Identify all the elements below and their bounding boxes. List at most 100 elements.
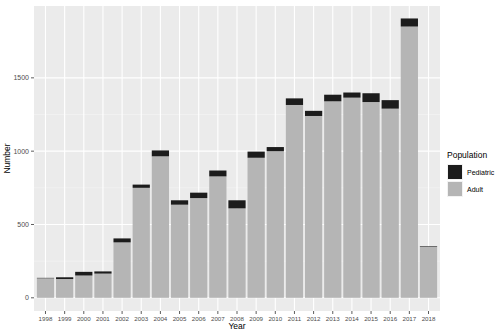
y-axis-title: Number — [2, 143, 12, 173]
tick — [31, 224, 34, 225]
tick — [179, 311, 180, 314]
tick — [198, 311, 199, 314]
tick-label: 2009 — [249, 315, 263, 322]
bar — [75, 276, 92, 298]
bar — [382, 109, 399, 298]
bar — [113, 238, 130, 242]
tick-label: 2010 — [268, 315, 282, 322]
bar — [420, 247, 437, 298]
tick-label: 500 — [17, 221, 29, 228]
tick-label: 2011 — [288, 315, 302, 322]
bar — [324, 95, 341, 102]
tick-label: 1998 — [39, 315, 53, 322]
legend-key-bg — [447, 181, 463, 197]
bar — [56, 279, 73, 298]
bar — [152, 150, 169, 156]
tick-label: 2006 — [192, 315, 206, 322]
chart-svg: 0500100015001998199920002001200220032004… — [0, 0, 496, 331]
bar — [152, 156, 169, 298]
bar — [94, 271, 111, 273]
tick-label: 2013 — [326, 315, 340, 322]
bar — [113, 242, 130, 297]
bar — [343, 98, 360, 298]
tick — [237, 311, 238, 314]
bar — [209, 171, 226, 177]
bar — [228, 200, 245, 208]
tick — [217, 311, 218, 314]
bar — [37, 277, 54, 278]
tick-label: 2001 — [96, 315, 110, 322]
legend-key — [448, 165, 462, 179]
tick — [332, 311, 333, 314]
bar — [171, 205, 188, 298]
bar — [228, 208, 245, 297]
grid-line-x — [102, 6, 103, 311]
bar — [401, 18, 418, 26]
bar — [133, 188, 150, 298]
bar — [190, 198, 207, 298]
bar — [362, 102, 379, 298]
bar — [362, 93, 379, 102]
bar — [171, 200, 188, 204]
tick — [371, 311, 372, 314]
grid-line-x — [45, 6, 46, 311]
tick — [31, 151, 34, 152]
grid-line-x — [83, 6, 84, 311]
tick-label: 2003 — [134, 315, 148, 322]
bar — [94, 274, 111, 298]
tick — [294, 311, 295, 314]
tick-label: 2007 — [211, 315, 225, 322]
tick — [83, 311, 84, 314]
tick — [313, 311, 314, 314]
legend-label: Adult — [467, 186, 483, 193]
bar — [248, 158, 265, 298]
tick — [141, 311, 142, 314]
bar — [343, 93, 360, 98]
plot-panel — [34, 6, 440, 311]
grid-line-x — [64, 6, 65, 311]
bar — [37, 278, 54, 298]
tick — [275, 311, 276, 314]
tick — [31, 77, 34, 78]
tick — [409, 311, 410, 314]
tick-label: 1999 — [58, 315, 72, 322]
bar — [267, 151, 284, 298]
bar — [133, 185, 150, 188]
tick-label: 2016 — [383, 315, 397, 322]
bar — [420, 246, 437, 248]
bar — [324, 101, 341, 297]
tick — [256, 311, 257, 314]
tick-label: 1000 — [13, 148, 29, 155]
tick-label: 2017 — [402, 315, 416, 322]
bars — [37, 18, 437, 297]
tick-label: 2005 — [173, 315, 187, 322]
tick — [102, 311, 103, 314]
bar — [248, 152, 265, 158]
bar — [305, 116, 322, 298]
tick — [45, 311, 46, 314]
legend-key — [448, 182, 462, 196]
tick — [160, 311, 161, 314]
legend-title: Population — [447, 150, 487, 160]
chart: 0500100015001998199920002001200220032004… — [0, 0, 496, 331]
tick — [390, 311, 391, 314]
bar — [56, 277, 73, 279]
tick — [64, 311, 65, 314]
tick-label: 1500 — [13, 74, 29, 81]
bar — [209, 176, 226, 297]
tick — [31, 297, 34, 298]
bar — [286, 105, 303, 298]
bar — [75, 272, 92, 276]
bar — [190, 193, 207, 198]
tick-label: 2014 — [345, 315, 359, 322]
tick — [122, 311, 123, 314]
x-axis-title: Year — [228, 321, 245, 331]
tick — [351, 311, 352, 314]
tick-label: 2000 — [77, 315, 91, 322]
tick-label: 0 — [25, 294, 29, 301]
tick-label: 2018 — [422, 315, 436, 322]
bar — [267, 147, 284, 151]
bar — [286, 98, 303, 105]
tick-label: 2012 — [307, 315, 321, 322]
tick-label: 2015 — [364, 315, 378, 322]
